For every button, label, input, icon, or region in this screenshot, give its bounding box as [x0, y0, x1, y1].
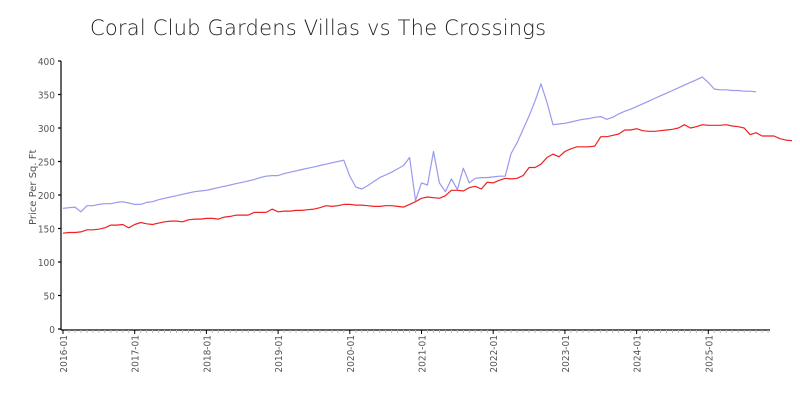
- y-tick-label: 150: [38, 225, 55, 236]
- x-tick-label: 2025-01: [704, 335, 715, 373]
- y-tick-label: 350: [38, 91, 55, 102]
- series-line-0: [62, 76, 757, 213]
- x-tick-label: 2016-01: [59, 335, 70, 373]
- y-axis-label: Price Per Sq. Ft: [28, 150, 39, 225]
- x-tick-label: 2021-01: [418, 335, 429, 373]
- y-tick-label: 250: [38, 158, 55, 169]
- series-line-1: [62, 124, 793, 234]
- y-tick-label: 400: [38, 57, 55, 68]
- x-tick-label: 2019-01: [274, 335, 285, 373]
- y-axis: 0 50 100 150 200 250 300 350 400: [38, 57, 62, 336]
- y-tick-label: 300: [38, 124, 55, 135]
- x-tick-label: 2017-01: [131, 335, 142, 373]
- x-tick-label: 2020-01: [346, 335, 357, 373]
- series-layer: [62, 76, 793, 234]
- y-tick-label: 200: [38, 191, 55, 202]
- x-tick-label: 2024-01: [633, 335, 644, 373]
- y-tick-label: 100: [38, 258, 55, 269]
- x-tick-label: 2018-01: [202, 335, 213, 373]
- y-tick-label: 0: [49, 325, 55, 336]
- x-tick-label: 2023-01: [561, 335, 572, 373]
- x-axis: 2016-01 2017-01 2018-01 2019-01 2020-01 2021-…: [59, 329, 770, 373]
- y-tick-label: 50: [44, 292, 56, 303]
- x-tick-label: 2022-01: [489, 335, 500, 373]
- chart-title: Coral Club Gardens Villas vs The Crossin…: [90, 16, 547, 40]
